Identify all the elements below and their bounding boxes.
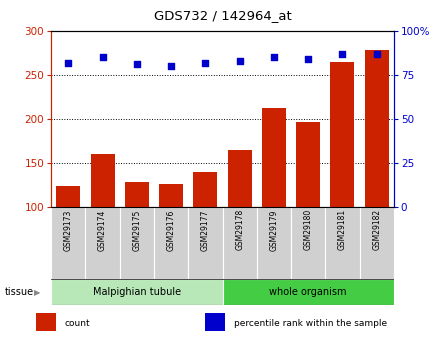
Bar <box>257 207 291 279</box>
Text: GSM29176: GSM29176 <box>166 209 176 250</box>
Text: Malpighian tubule: Malpighian tubule <box>93 287 181 297</box>
Text: tissue: tissue <box>4 287 33 297</box>
Point <box>305 57 312 62</box>
Bar <box>36 313 56 331</box>
Point <box>373 51 380 57</box>
Text: GSM29181: GSM29181 <box>338 209 347 250</box>
Bar <box>222 279 394 305</box>
Text: GSM29174: GSM29174 <box>98 209 107 250</box>
Point <box>271 55 278 60</box>
Text: count: count <box>65 319 90 328</box>
Point <box>65 60 72 66</box>
Text: percentile rank within the sample: percentile rank within the sample <box>234 319 387 328</box>
Bar <box>262 108 286 207</box>
Bar <box>325 207 360 279</box>
Bar <box>159 184 183 207</box>
Bar <box>228 150 251 207</box>
Point <box>168 63 175 69</box>
Text: ▶: ▶ <box>34 288 41 297</box>
Point <box>202 60 209 66</box>
Text: GSM29173: GSM29173 <box>64 209 73 250</box>
Bar <box>194 172 217 207</box>
Bar <box>91 154 114 207</box>
Bar <box>188 207 222 279</box>
Text: GSM29177: GSM29177 <box>201 209 210 250</box>
Point <box>99 55 106 60</box>
Bar <box>360 207 394 279</box>
Bar <box>57 186 80 207</box>
Bar <box>125 183 149 207</box>
Text: GSM29178: GSM29178 <box>235 209 244 250</box>
Text: GSM29180: GSM29180 <box>303 209 313 250</box>
Bar <box>222 207 257 279</box>
Bar <box>291 207 325 279</box>
Bar <box>154 207 188 279</box>
Point <box>236 58 243 64</box>
Bar <box>51 279 223 305</box>
Bar <box>85 207 120 279</box>
Bar <box>365 50 388 207</box>
Point <box>134 62 141 67</box>
Bar <box>120 207 154 279</box>
Text: whole organism: whole organism <box>269 287 347 297</box>
Bar <box>51 207 85 279</box>
Bar <box>296 122 320 207</box>
Text: GSM29179: GSM29179 <box>269 209 279 250</box>
Point <box>339 51 346 57</box>
Text: GDS732 / 142964_at: GDS732 / 142964_at <box>154 9 291 22</box>
Text: GSM29182: GSM29182 <box>372 209 381 250</box>
Bar <box>205 313 225 331</box>
Text: GSM29175: GSM29175 <box>132 209 142 250</box>
Bar <box>331 62 354 207</box>
